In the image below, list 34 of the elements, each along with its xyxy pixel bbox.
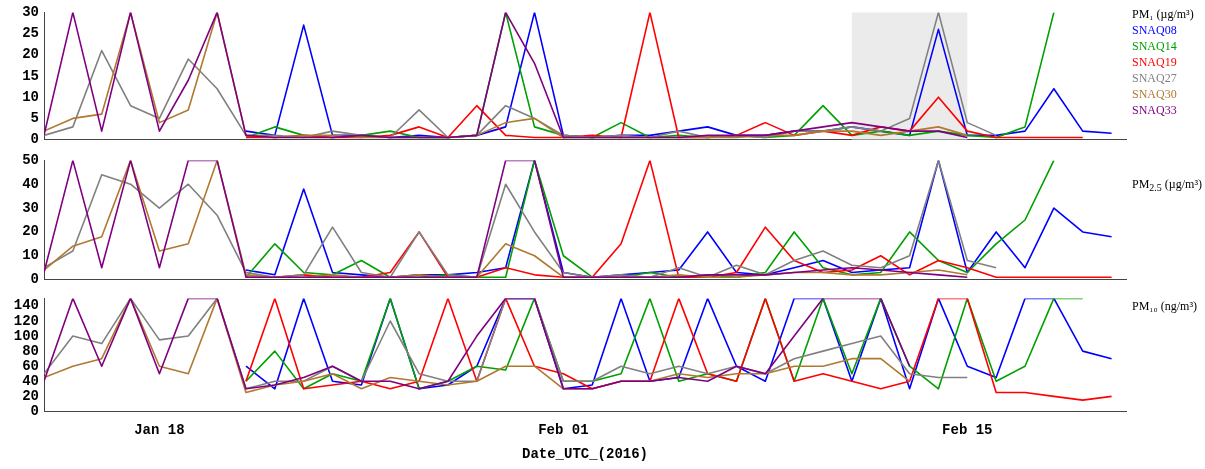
y-tick-label: 5 <box>30 109 39 126</box>
y-tick-label: 0 <box>30 131 39 148</box>
y-tick-label: 0 <box>30 271 39 288</box>
y-tick-label: 50 <box>22 151 39 168</box>
y-tick-label: 20 <box>22 46 39 63</box>
y-tick-label: 20 <box>22 387 39 404</box>
text: SNAQ14 <box>1132 38 1178 54</box>
text: SNAQ27 <box>1132 70 1178 86</box>
text: SNAQ19 <box>1132 54 1178 70</box>
y-tick-label: 0 <box>30 402 39 419</box>
y-tick-label: 120 <box>13 312 39 329</box>
y-tick-label: 15 <box>22 67 39 84</box>
y-tick-label: 140 <box>13 297 39 314</box>
y-tick-label: 20 <box>22 223 39 240</box>
y-tick-label: 10 <box>22 247 39 264</box>
text: SNAQ08 <box>1132 22 1178 38</box>
y-tick-label: 60 <box>22 357 39 374</box>
x-tick-label: Jan 18 <box>134 422 185 439</box>
y-tick-label: 40 <box>22 175 39 192</box>
y-tick-label: 25 <box>22 25 39 42</box>
y-tick-label: 30 <box>22 199 39 216</box>
text: SNAQ33 <box>1132 102 1178 118</box>
text: SNAQ30 <box>1132 86 1178 102</box>
x-tick-label: Feb 15 <box>942 422 993 439</box>
y-tick-label: 80 <box>22 342 39 359</box>
y-tick-label: 10 <box>22 88 39 105</box>
x-tick-label: Feb 01 <box>538 422 589 439</box>
y-axis-title: PM$_{2.5}$ (µg/m³) <box>1132 176 1203 196</box>
y-axis-title: PM₁ (µg/m³) <box>1132 6 1194 22</box>
y-tick-label: 40 <box>22 372 39 389</box>
y-tick-label: 100 <box>13 327 39 344</box>
y-axis-title: PM₁₀ (ng/m³) <box>1132 298 1197 314</box>
x-axis-title: Date_UTC_(2016) <box>521 446 649 463</box>
y-tick-label: 30 <box>22 3 39 20</box>
